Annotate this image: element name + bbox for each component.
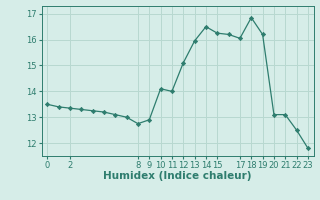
X-axis label: Humidex (Indice chaleur): Humidex (Indice chaleur) [103,171,252,181]
